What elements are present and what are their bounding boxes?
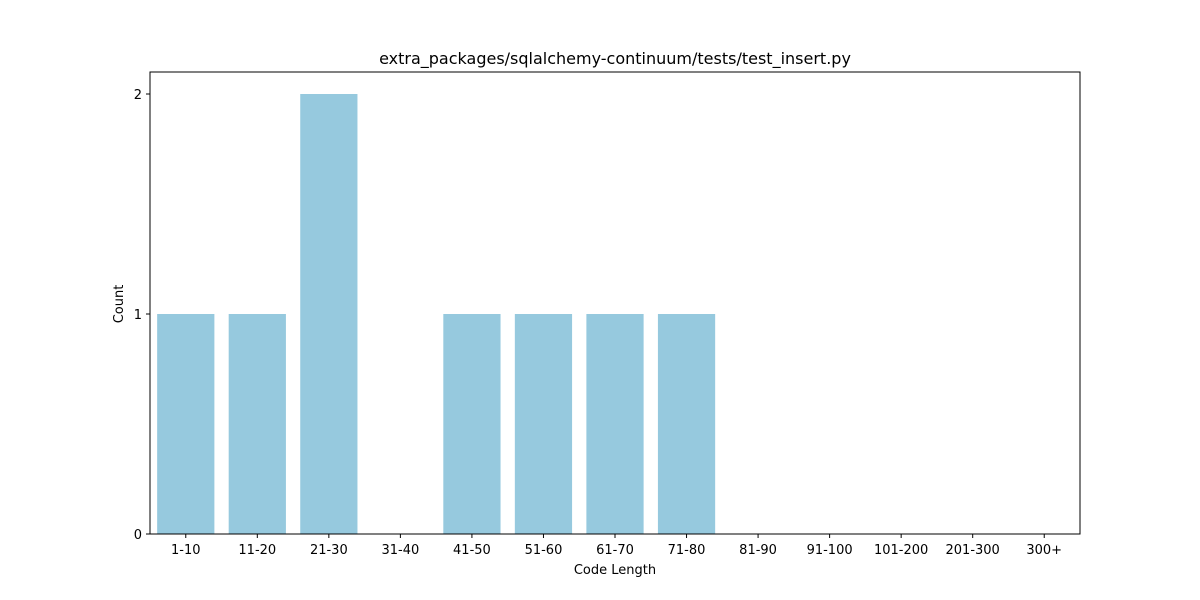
x-tick-label: 21-30 xyxy=(310,543,348,558)
bar-41-50 xyxy=(443,314,501,534)
x-tick-label: 81-90 xyxy=(739,543,777,558)
bar-71-80 xyxy=(657,314,716,534)
bar-21-30 xyxy=(300,94,358,534)
bar-11-20 xyxy=(228,314,286,534)
y-axis: 0 1 2 xyxy=(134,88,150,543)
x-tick-label: 101-200 xyxy=(874,543,928,558)
x-tick-label: 71-80 xyxy=(668,543,706,558)
x-axis-label: Code Length xyxy=(574,563,656,578)
x-tick-label: 41-50 xyxy=(453,543,491,558)
x-tick-label: 11-20 xyxy=(238,543,276,558)
x-axis: 1-10 11-20 21-30 31-40 41-50 51-60 61-70 71-80 8… xyxy=(171,534,1062,558)
y-axis-label: Count xyxy=(112,285,127,324)
bar-51-60 xyxy=(514,314,573,534)
bars-group xyxy=(157,94,716,534)
bar-61-70 xyxy=(586,314,644,534)
x-tick-label: 201-300 xyxy=(946,543,1000,558)
x-tick-label: 61-70 xyxy=(596,543,634,558)
y-tick-label: 2 xyxy=(134,88,142,103)
chart-title: extra_packages/sqlalchemy-continuum/test… xyxy=(379,49,851,69)
plot-frame xyxy=(149,71,1081,535)
x-tick-label: 51-60 xyxy=(525,543,563,558)
bar-1-10 xyxy=(157,314,215,534)
x-tick-label: 300+ xyxy=(1026,543,1062,558)
y-tick-label: 0 xyxy=(134,528,142,543)
x-tick-label: 31-40 xyxy=(381,543,419,558)
x-tick-label: 1-10 xyxy=(171,543,201,558)
y-tick-label: 1 xyxy=(134,308,142,323)
x-tick-label: 91-100 xyxy=(807,543,853,558)
